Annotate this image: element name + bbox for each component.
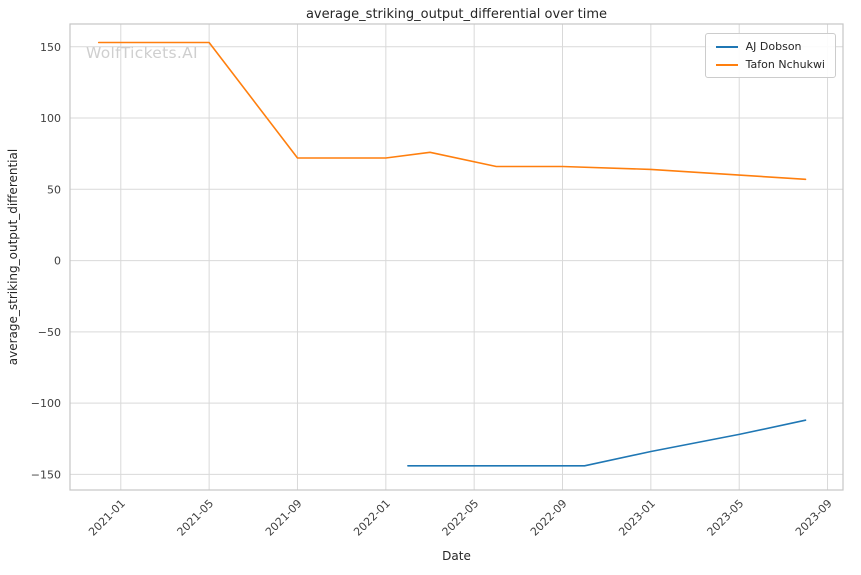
y-tick-label: 0 [54,255,61,268]
plot-border [69,23,844,491]
x-tick-label: 2022-09 [528,497,570,539]
x-tick-label: 2023-01 [616,497,658,539]
x-tick-label: 2023-09 [793,497,835,539]
x-axis-label: Date [442,549,471,563]
y-tick-label: −50 [38,326,61,339]
legend-line-swatch [715,63,738,66]
y-axis-label: average_striking_output_differential [6,148,20,366]
x-tick-label: 2023-05 [705,497,747,539]
x-tick-label: 2021-09 [263,497,305,539]
legend-label: AJ Dobson [745,40,802,53]
series-line [407,419,807,467]
x-tick-label: 2022-05 [440,497,482,539]
y-tick-label: −100 [31,397,61,410]
x-tick-label: 2022-01 [351,497,393,539]
y-tick-label: −150 [31,468,61,481]
y-tick-label: 150 [40,41,61,54]
legend: AJ Dobson Tafon Nchukwi [704,33,836,78]
x-tick-label: 2021-01 [86,497,128,539]
legend-item: AJ Dobson [715,40,825,53]
chart-title: average_striking_output_differential ove… [305,7,608,22]
watermark: WolfTickets.AI [86,44,198,62]
legend-line-swatch [715,45,738,48]
y-tick-label: 50 [47,183,61,196]
y-tick-label: 100 [40,112,61,125]
x-tick-label: 2021-05 [175,497,217,539]
series-line [97,41,807,181]
legend-item: Tafon Nchukwi [715,58,825,71]
legend-label: Tafon Nchukwi [745,58,825,71]
